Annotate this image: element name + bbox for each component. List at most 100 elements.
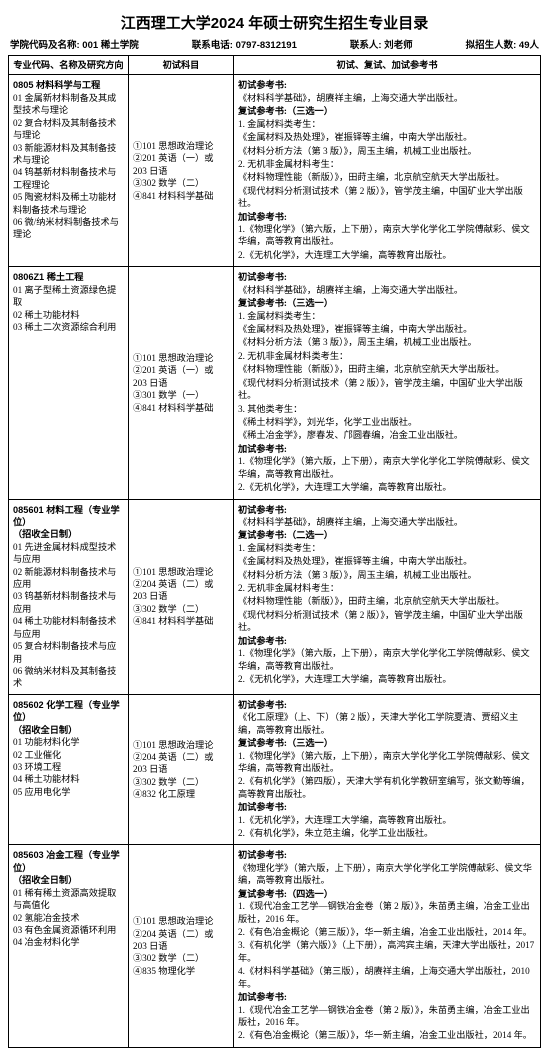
ref-line: 《材料科学基础》，胡赓祥主编，上海交通大学出版社。 (238, 284, 536, 296)
ref-heading: 初试参考书: (238, 849, 536, 861)
ref-line: 《金属材料及热处理》，崔振铎等主编，中南大学出版社。 (238, 323, 536, 335)
ref-line: 《材料物理性能（新版）》，田莳主编，北京航空航天大学出版社。 (238, 363, 536, 375)
major-code-name: 085603 冶金工程（专业学位） (13, 849, 124, 874)
ref-heading: 复试参考书:（三选一） (238, 297, 536, 309)
exam-line: ③302 数学（二） (133, 177, 229, 189)
ref-heading: 初试参考书: (238, 504, 536, 516)
ref-line: 3.《有机化学（第六版）》（上下册），高鸿宾主编，天津大学出版社，2017 年。 (238, 939, 536, 964)
exam-line: ③301 数学（一） (133, 389, 229, 401)
ref-line: 《现代材料分析测试技术（第 2 版）》，管学茂主编，中国矿业大学出版社。 (238, 185, 536, 210)
ref-heading: 复试参考书:（二选一） (238, 529, 536, 541)
cell-refs: 初试参考书:《材料科学基础》，胡赓祥主编，上海交通大学出版社。复试参考书:（三选… (234, 75, 541, 267)
exam-line: ①101 思想政治理论 (133, 352, 229, 364)
direction-line: 03 环境工程 (13, 761, 124, 773)
cell-refs: 初试参考书:《物理化学》（第六版，上下册），南京大学化学化工学院傅献彩、侯文华编… (234, 845, 541, 1047)
ref-line: 《金属材料及热处理》，崔振铎等主编，中南大学出版社。 (238, 555, 536, 567)
exam-line: ③302 数学（二） (133, 776, 229, 788)
direction-line: 02 工业催化 (13, 749, 124, 761)
exam-line: ①101 思想政治理论 (133, 140, 229, 152)
ref-line: 2.《有机化学》，朱立范主编，化学工业出版社。 (238, 827, 536, 839)
major-code-name: 085602 化学工程（专业学位） (13, 699, 124, 724)
direction-line: 04 稀土功能材料 (13, 773, 124, 785)
direction-line: 04 稀土功能材料制备技术与应用 (13, 615, 124, 640)
direction-line: 02 稀土功能材料 (13, 309, 124, 321)
exam-line: ②204 英语（二）或 203 日语 (133, 578, 229, 603)
ref-heading: 初试参考书: (238, 79, 536, 91)
direction-line: 05 陶瓷材料及稀土功能材料制备技术与理论 (13, 191, 124, 216)
ref-line: 1.《现代冶金工艺学—钢铁冶金卷（第 2 版）》，朱苗勇主编，冶金工业出版社，2… (238, 1004, 536, 1029)
direction-line: 04 冶金材料化学 (13, 936, 124, 948)
ref-line: 2. 无机非金属材料类考生： (238, 350, 536, 362)
direction-line: 05 应用电化学 (13, 786, 124, 798)
table-row: 0805 材料科学与工程01 金属新材料制备及其成型技术与理论02 复合材料及其… (9, 75, 541, 267)
major-note: （招收全日制） (13, 528, 124, 540)
ref-line: 《材料物理性能（新版）》，田莳主编，北京航空航天大学出版社。 (238, 595, 536, 607)
direction-line: 03 有色金属资源循环利用 (13, 924, 124, 936)
ref-line: 1.《无机化学》，大连理工大学编，高等教育出版社。 (238, 814, 536, 826)
direction-line: 05 复合材料制备技术与应用 (13, 640, 124, 665)
ref-line: 2. 无机非金属材料考生： (238, 582, 536, 594)
ref-heading: 复试参考书:（四选一） (238, 888, 536, 900)
cell-refs: 初试参考书:《材料科学基础》，胡赓祥主编，上海交通大学出版社。复试参考书:（三选… (234, 267, 541, 499)
direction-line: 01 离子型稀土资源绿色提取 (13, 284, 124, 309)
ref-line: 《现代材料分析测试技术（第 2 版）》，管学茂主编，中国矿业大学出版社。 (238, 609, 536, 634)
th-exam: 初试科目 (129, 56, 234, 75)
ref-line: 《材料物理性能（新版）》，田莳主编，北京航空航天大学出版社。 (238, 171, 536, 183)
ref-line: 3. 其他类考生： (238, 403, 536, 415)
table-row: 085603 冶金工程（专业学位）（招收全日制）01 稀有稀土资源高效提取与高值… (9, 845, 541, 1047)
exam-line: ④841 材料科学基础 (133, 615, 229, 627)
exam-line: ③302 数学（二） (133, 603, 229, 615)
cell-major: 085602 化学工程（专业学位）（招收全日制）01 功能材料化学02 工业催化… (9, 694, 129, 845)
ref-line: 1.《物理化学》（第六版，上下册），南京大学化学化工学院傅献彩、侯文华编，高等教… (238, 223, 536, 248)
ref-heading: 复试参考书:（三选一） (238, 105, 536, 117)
direction-line: 01 先进金属材料成型技术与应用 (13, 541, 124, 566)
ref-line: 1.《现代冶金工艺学—钢铁冶金卷（第 2 版）》，朱苗勇主编，冶金工业出版社，2… (238, 900, 536, 925)
ref-line: 《材料分析方法（第 3 版）》，周玉主编，机械工业出版社。 (238, 336, 536, 348)
ref-line: 《稀土材料学》，刘光华，化学工业出版社。 (238, 416, 536, 428)
cell-major: 0806Z1 稀土工程01 离子型稀土资源绿色提取02 稀土功能材料03 稀土二… (9, 267, 129, 499)
ref-line: 2.《无机化学》，大连理工大学编，高等教育出版社。 (238, 673, 536, 685)
ref-heading: 加试参考书: (238, 991, 536, 1003)
exam-line: ①101 思想政治理论 (133, 915, 229, 927)
ref-line: 《物理化学》（第六版，上下册），南京大学化学化工学院傅献彩、侯文华编，高等教育出… (238, 862, 536, 887)
exam-line: ③302 数学（二） (133, 952, 229, 964)
cell-major: 0805 材料科学与工程01 金属新材料制备及其成型技术与理论02 复合材料及其… (9, 75, 129, 267)
ref-line: 2.《无机化学》，大连理工大学编，高等教育出版社。 (238, 481, 536, 493)
exam-line: ④835 物理化学 (133, 965, 229, 977)
direction-line: 03 钨基新材料制备技术与应用 (13, 590, 124, 615)
direction-line: 01 稀有稀土资源高效提取与高值化 (13, 887, 124, 912)
ref-line: 2.《有色冶金概论（第三版）》，华一新主编，冶金工业出版社，2014 年。 (238, 926, 536, 938)
meta-contact: 联系人: 刘老师 (350, 37, 413, 51)
ref-line: 《现代材料分析测试技术（第 2 版）》，管学茂主编，中国矿业大学出版社。 (238, 377, 536, 402)
ref-line: 1.《物理化学》（第六版，上下册），南京大学化学化工学院傅献彩、侯文华编，高等教… (238, 750, 536, 775)
major-code-name: 085601 材料工程（专业学位） (13, 504, 124, 529)
meta-phone: 联系电话: 0797-8312191 (192, 37, 297, 51)
ref-line: 1. 金属材料类考生： (238, 542, 536, 554)
exam-line: ②201 英语（一）或 203 日语 (133, 364, 229, 389)
ref-line: 《材料分析方法（第 3 版）》，周玉主编，机械工业出版社。 (238, 145, 536, 157)
exam-line: ④841 材料科学基础 (133, 402, 229, 414)
ref-line: 2.《有机化学》（第四版），天津大学有机化学教研室编写，张文勤等编，高等教育出版… (238, 775, 536, 800)
ref-line: 《稀土冶金学》，廖春发、邝圆春编，冶金工业出版社。 (238, 429, 536, 441)
ref-heading: 复试参考书:（三选一） (238, 737, 536, 749)
meta-plan: 拟招生人数: 49人 (466, 37, 539, 51)
ref-line: 《化工原理》（上、下）（第 2 版），天津大学化工学院夏清、贾绍义主编，高等教育… (238, 711, 536, 736)
ref-line: 2. 无机非金属材料考生： (238, 158, 536, 170)
cell-refs: 初试参考书:《化工原理》（上、下）（第 2 版），天津大学化工学院夏清、贾绍义主… (234, 694, 541, 845)
meta-row: 学院代码及名称: 001 稀土学院 联系电话: 0797-8312191 联系人… (8, 37, 541, 55)
major-note: （招收全日制） (13, 874, 124, 886)
ref-line: 1.《物理化学》（第六版，上下册），南京大学化学化工学院傅献彩、侯文华编，高等教… (238, 455, 536, 480)
direction-line: 03 新能源材料及其制备技术与理论 (13, 142, 124, 167)
ref-line: 2.《有色冶金概论（第三版）》，华一新主编，冶金工业出版社，2014 年。 (238, 1029, 536, 1041)
major-code-name: 0805 材料科学与工程 (13, 79, 124, 91)
direction-line: 01 金属新材料制备及其成型技术与理论 (13, 92, 124, 117)
ref-heading: 加试参考书: (238, 801, 536, 813)
direction-line: 02 氢能冶金技术 (13, 912, 124, 924)
cell-exam: ①101 思想政治理论②201 英语（一）或 203 日语③302 数学（二）④… (129, 75, 234, 267)
table-row: 085602 化学工程（专业学位）（招收全日制）01 功能材料化学02 工业催化… (9, 694, 541, 845)
page-title: 江西理工大学2024 年硕士研究生招生专业目录 (8, 12, 541, 33)
direction-line: 01 功能材料化学 (13, 736, 124, 748)
cell-exam: ①101 思想政治理论②201 英语（一）或 203 日语③301 数学（一）④… (129, 267, 234, 499)
ref-line: 《金属材料及热处理》，崔振铎等主编，中南大学出版社。 (238, 131, 536, 143)
major-note: （招收全日制） (13, 724, 124, 736)
